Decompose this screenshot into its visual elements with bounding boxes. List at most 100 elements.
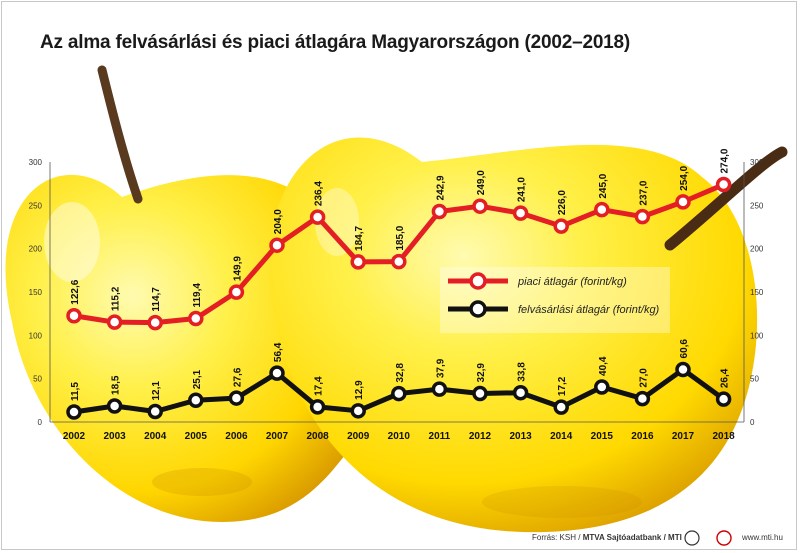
- y-tick-label-left: 50: [33, 375, 42, 384]
- data-label: 114,7: [151, 287, 162, 312]
- data-label: 37,9: [435, 358, 446, 378]
- data-point: [350, 403, 366, 419]
- data-point: [553, 399, 569, 415]
- data-label: 26,4: [720, 368, 731, 388]
- data-label: 254,0: [679, 165, 690, 190]
- x-tick-label: 2011: [429, 431, 451, 442]
- data-point: [147, 314, 163, 331]
- data-point: [715, 391, 732, 407]
- x-tick-label: 2006: [225, 431, 248, 442]
- x-tick-label: 2017: [672, 431, 695, 442]
- data-label: 33,8: [517, 362, 528, 382]
- y-ticks-right: 0 50 100 150 200 250 300: [750, 158, 764, 427]
- data-point: [66, 404, 82, 420]
- source-org: MTVA Sajtóadatbank / MTI: [582, 533, 682, 542]
- y-tick-label-right: 150: [750, 288, 764, 297]
- data-label: 204,0: [273, 209, 284, 234]
- x-tick-label: 2003: [103, 431, 126, 442]
- data-label: 274,0: [720, 148, 731, 173]
- data-point: [472, 198, 488, 214]
- x-tick-label: 2002: [63, 431, 86, 442]
- y-tick-label-right: 100: [750, 331, 764, 340]
- data-point: [228, 390, 245, 406]
- page-title: Az alma felvásárlási és piaci átlagára M…: [40, 32, 631, 53]
- apple-stem-left: [97, 65, 143, 204]
- data-label: 115,2: [111, 286, 122, 311]
- x-ticks: 2002 2003 2004 2005 2006 2007 2008 2009 2010 2011…: [63, 431, 735, 442]
- data-point: [309, 399, 326, 415]
- data-point: [634, 390, 651, 407]
- y-tick-label-left: 250: [29, 201, 43, 210]
- data-label: 249,0: [476, 170, 487, 195]
- y-tick-label-right: 250: [750, 201, 764, 210]
- x-tick-label: 2016: [631, 431, 654, 442]
- data-label: 27,0: [638, 368, 649, 388]
- x-tick-label: 2018: [712, 431, 735, 442]
- data-label: 185,0: [395, 225, 406, 250]
- data-point: [431, 381, 448, 397]
- mti-logo: [716, 530, 732, 546]
- data-label: 17,4: [314, 376, 325, 396]
- y-ticks-left: 0 50 100 150 200 250 300: [29, 158, 43, 427]
- data-label: 60,6: [679, 339, 690, 359]
- data-point: [147, 403, 163, 420]
- data-label: 11,5: [70, 382, 81, 401]
- data-point: [106, 314, 123, 330]
- y-tick-label-left: 300: [29, 158, 43, 167]
- data-point: [391, 253, 407, 270]
- legend-label-piaci: piaci átlagár (forint/kg): [517, 276, 627, 288]
- x-tick-label: 2009: [347, 431, 370, 442]
- data-label: 119,4: [192, 283, 203, 308]
- x-tick-label: 2013: [509, 431, 532, 442]
- x-tick-label: 2004: [144, 431, 167, 442]
- x-tick-label: 2012: [469, 431, 492, 442]
- legend: piaci átlagár (forint/kg) felvásárlási á…: [440, 267, 670, 333]
- data-label: 122,6: [70, 279, 81, 304]
- data-point: [269, 237, 285, 253]
- data-label: 32,9: [476, 363, 487, 383]
- mtva-logo: [684, 530, 700, 546]
- site-url: www.mti.hu: [742, 533, 783, 542]
- data-label: 236,4: [314, 181, 325, 206]
- data-label: 25,1: [192, 369, 203, 389]
- data-point: [675, 361, 691, 378]
- data-point: [594, 379, 610, 395]
- source-credit: Forrás: KSH / MTVA Sajtóadatbank / MTI: [532, 533, 682, 542]
- x-tick-label: 2010: [388, 431, 411, 442]
- x-tick-label: 2008: [306, 431, 329, 442]
- data-point: [269, 365, 285, 381]
- x-tick-label: 2007: [266, 431, 289, 442]
- data-label: 27,6: [232, 367, 243, 387]
- data-label: 245,0: [598, 173, 609, 198]
- data-point: [431, 203, 448, 220]
- x-tick-label: 2014: [550, 431, 573, 442]
- y-tick-label-right: 200: [750, 245, 764, 254]
- apple-right-illustration: [268, 102, 758, 533]
- legend-marker-felvasarlasi: [469, 300, 487, 318]
- data-label: 40,4: [598, 356, 609, 376]
- data-point: [66, 307, 82, 324]
- source-prefix: Forrás: KSH /: [532, 533, 583, 542]
- data-labels-layer: 122,6 115,2 114,7 119,4 149,9 204,0 236,4 184,7…: [70, 148, 731, 401]
- data-label: 226,0: [557, 190, 568, 215]
- data-label: 17,2: [557, 376, 568, 396]
- data-point: [350, 254, 366, 270]
- series-layer: [66, 176, 732, 420]
- data-label: 12,1: [151, 381, 162, 401]
- data-label: 18,5: [111, 375, 122, 395]
- y-tick-label-right: 0: [750, 418, 755, 427]
- data-point: [512, 384, 529, 401]
- data-label: 241,0: [517, 177, 528, 202]
- data-label: 32,8: [395, 363, 406, 383]
- data-label: 237,0: [638, 180, 649, 205]
- apple-stem-right: [664, 146, 788, 251]
- y-tick-label-right: 50: [750, 375, 759, 384]
- data-point: [675, 194, 691, 210]
- y-tick-label-left: 150: [29, 288, 43, 297]
- data-point: [472, 385, 488, 402]
- data-point: [188, 310, 204, 327]
- data-point: [188, 392, 204, 408]
- y-tick-label-left: 0: [38, 418, 43, 427]
